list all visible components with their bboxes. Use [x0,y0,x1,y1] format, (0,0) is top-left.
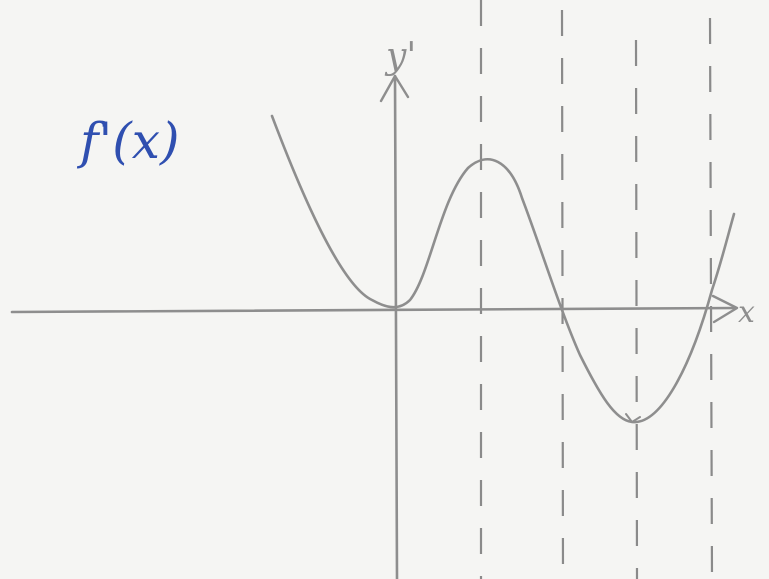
function-label: f'(x) [76,112,179,170]
x-axis-arrowhead [711,294,739,324]
dashed-guide-2 [560,9,565,579]
curve-minimum-tick [625,413,641,423]
x-axis-line [10,306,738,314]
dashed-guide-lines [479,0,714,579]
dashed-guide-3 [634,39,639,579]
y-axis-label: y' [384,36,416,77]
y-axis-arrowhead [379,74,410,103]
derivative-curve [270,114,736,424]
y-axis-line [393,74,399,579]
y-axis [379,74,410,579]
x-axis-label: x [738,295,755,330]
x-axis [10,294,739,324]
